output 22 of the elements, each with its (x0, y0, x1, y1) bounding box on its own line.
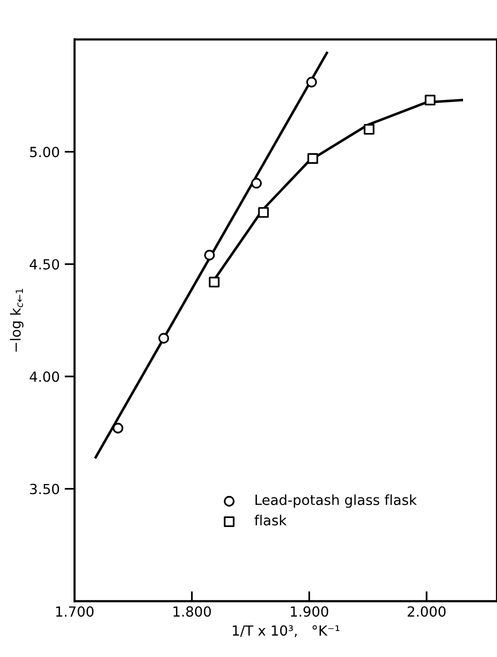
x-tick-label: 2.000 (408, 606, 446, 617)
y-tick-label: 5.00 (30, 146, 60, 158)
x-axis-title: 1/T x 10³, °K⁻¹ (232, 625, 340, 638)
point (364, 124, 374, 135)
x-tick-label: 1.700 (56, 606, 94, 617)
point (306, 76, 317, 88)
point (258, 207, 269, 218)
y-tick-label: 3.50 (30, 484, 60, 494)
x-tick-label: 1.900 (290, 606, 328, 617)
legend-label: Lead-potash glass flask (256, 494, 417, 508)
point (208, 276, 220, 288)
y-tick-label: 4.50 (30, 259, 60, 270)
y-axis-title: −log k$_{c←1}$ (10, 288, 24, 352)
point (251, 178, 262, 189)
point (112, 422, 124, 434)
point (307, 153, 318, 164)
point (204, 250, 215, 260)
x-tick-label: 1.800 (174, 606, 211, 617)
point (158, 332, 170, 344)
point (424, 94, 436, 106)
y-tick-label: 4.00 (30, 371, 60, 382)
legend-label: flask (254, 514, 287, 526)
